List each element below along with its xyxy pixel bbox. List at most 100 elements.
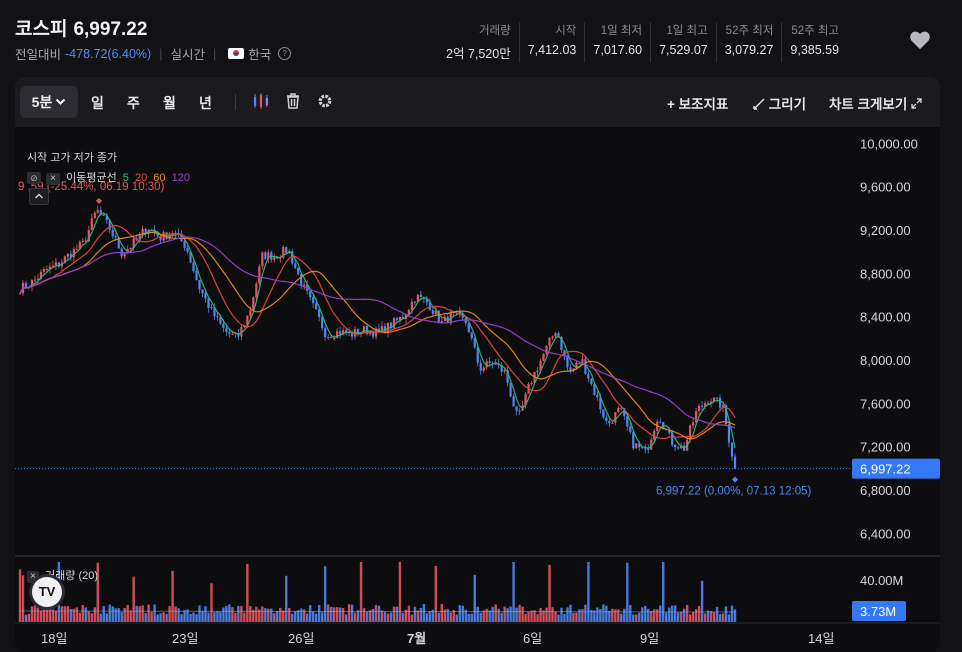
volume-bar <box>724 606 728 622</box>
candle-body <box>252 297 255 311</box>
period-week[interactable]: 주 <box>127 95 140 111</box>
korea-flag-icon <box>228 48 245 59</box>
volume-ma-line <box>19 610 736 613</box>
volume-bar <box>132 576 135 622</box>
candle-body <box>485 361 488 368</box>
volume-bar <box>709 610 713 622</box>
volume-bar <box>201 611 204 622</box>
volume-bar <box>443 609 447 622</box>
candle-body <box>413 301 416 303</box>
chart-area[interactable]: 10,000.00 9,600.00 9,200.00 8,800.00 8,400.0… <box>15 127 940 652</box>
volume-bar <box>329 606 333 622</box>
candle-body <box>132 238 135 248</box>
candle-body <box>599 397 602 410</box>
close-icon[interactable]: × <box>46 173 61 185</box>
volume-bar <box>294 611 297 622</box>
candle-body <box>99 209 102 215</box>
volume-bar <box>291 613 294 622</box>
volume-bar <box>252 609 255 622</box>
trash-icon[interactable] <box>283 91 303 111</box>
collapse-legend-button[interactable] <box>29 188 49 205</box>
volume-bar <box>440 604 444 622</box>
candle-body <box>623 408 626 417</box>
volume-bar <box>183 610 186 622</box>
volume-bar <box>225 605 228 622</box>
period-day[interactable]: 일 <box>91 95 104 111</box>
volume-bar <box>147 604 150 622</box>
candle-body <box>303 284 306 287</box>
candle-body <box>264 252 267 259</box>
volume-bar <box>213 612 216 622</box>
candle-body <box>434 310 437 314</box>
candle-body <box>557 333 560 337</box>
y-tick-label: 8,800.00 <box>860 266 911 281</box>
volume-bar <box>386 613 390 622</box>
candle-body <box>69 253 72 258</box>
volume-bar <box>308 605 312 622</box>
volume-bar <box>563 613 566 622</box>
settings-gear-icon[interactable] <box>315 91 335 111</box>
candle-body <box>700 405 704 407</box>
candle-body <box>30 280 34 287</box>
volume-bar <box>569 604 572 622</box>
price-change-row: 전일대비 -478.72(6.40%) | 실시간 | 한국 ? <box>15 44 292 63</box>
market-label: 한국 <box>248 48 272 62</box>
candle-body <box>300 274 303 287</box>
candle-body <box>90 218 93 230</box>
candle-type-icon[interactable] <box>251 91 271 111</box>
volume-bar <box>311 611 315 622</box>
candle-body <box>315 303 318 310</box>
volume-bar <box>237 605 240 622</box>
y-tick-label: 6,400.00 <box>860 526 911 541</box>
stat-volume: 거래량 2억 7,520만 <box>446 25 511 61</box>
candle-body <box>216 316 219 318</box>
volume-bar <box>198 605 201 622</box>
candle-body <box>171 233 174 235</box>
candle-body <box>96 209 99 213</box>
volume-bar <box>685 604 689 622</box>
volume-bar <box>356 610 360 622</box>
volume-bar <box>712 612 716 622</box>
expand-icon <box>911 98 922 109</box>
candle-body <box>195 271 198 280</box>
candlestick-chart[interactable]: 10,000.00 9,600.00 9,200.00 8,800.00 8,400.0… <box>15 127 940 652</box>
tradingview-logo[interactable]: TV <box>32 577 62 607</box>
candle-body <box>724 405 728 425</box>
period-year[interactable]: 년 <box>199 95 212 111</box>
candle-body <box>318 309 321 318</box>
eye-hidden-icon[interactable]: ⊘ <box>27 172 41 184</box>
candle-body <box>356 329 360 335</box>
change-label: 전일대비 <box>15 48 62 62</box>
volume-bar <box>638 612 641 622</box>
period-month[interactable]: 월 <box>163 95 176 111</box>
candle-body <box>165 232 168 240</box>
volume-bar <box>662 562 665 622</box>
volume-bar <box>261 606 264 622</box>
volume-bar <box>416 610 420 622</box>
candle-body <box>581 359 584 364</box>
volume-bar <box>18 569 22 622</box>
candle-body <box>671 432 674 445</box>
candle-body <box>674 444 677 448</box>
x-tick-label: 7월 <box>407 631 426 646</box>
heart-icon[interactable] <box>909 30 931 50</box>
candle-body <box>114 236 117 238</box>
indicator-button[interactable]: + 보조지표 <box>667 97 729 112</box>
volume-bar <box>228 604 231 622</box>
volume-bar <box>210 583 213 622</box>
timeframe-select[interactable]: 5분 <box>20 86 78 118</box>
draw-button[interactable]: 그리기 <box>753 93 806 113</box>
volume-bar <box>138 606 141 622</box>
candle-body <box>482 367 485 371</box>
volume-bar <box>189 613 192 622</box>
volume-bar <box>84 607 88 622</box>
y-tick-label: 7,600.00 <box>860 396 911 411</box>
volume-bar <box>389 612 393 622</box>
volume-bar <box>368 610 372 622</box>
volume-bar <box>338 607 342 622</box>
ma20-legend: 20 <box>134 172 148 184</box>
candle-body <box>123 253 126 257</box>
volume-bar <box>482 610 485 622</box>
enlarge-chart-button[interactable]: 차트 크게보기 <box>829 93 922 113</box>
help-icon[interactable]: ? <box>278 47 292 60</box>
